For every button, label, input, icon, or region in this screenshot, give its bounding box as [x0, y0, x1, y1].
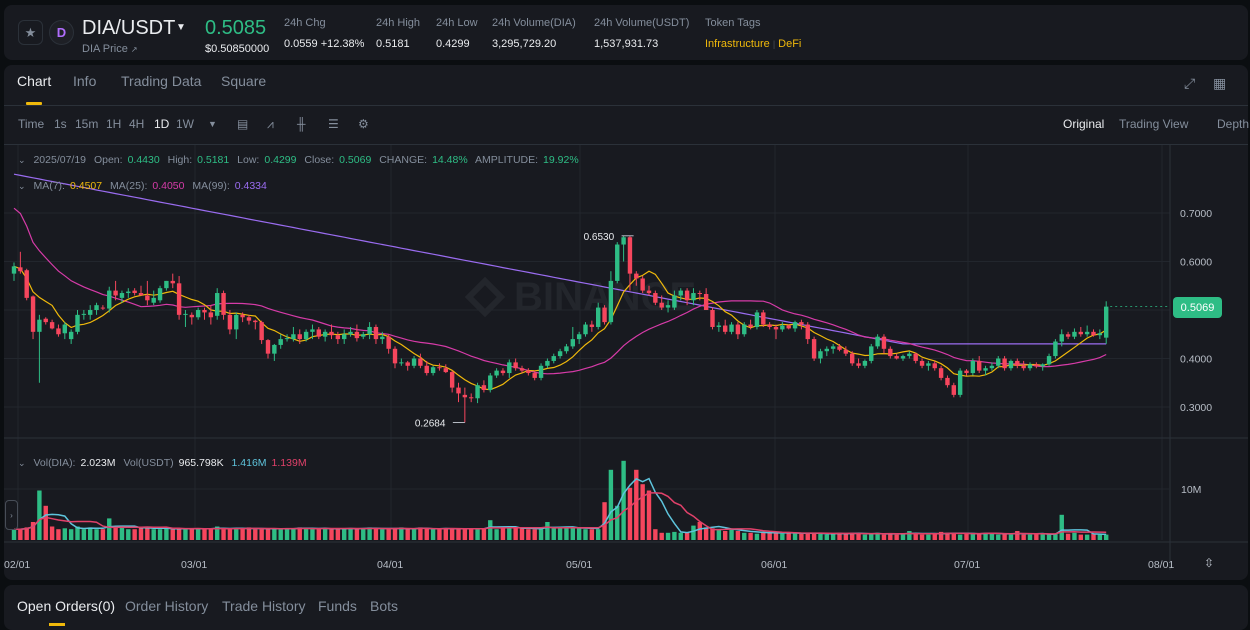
view-depth[interactable]: Depth [1217, 117, 1250, 131]
collapse-chevron-icon[interactable]: ⌄ [18, 155, 26, 165]
more-intervals-caret-icon[interactable]: ▼ [208, 119, 217, 129]
token-tags: Token Tags Infrastructure | DeFi [705, 17, 802, 50]
expand-panel-handle[interactable]: › [5, 500, 18, 530]
svg-text:03/01: 03/01 [181, 559, 207, 571]
svg-text:0.2684: 0.2684 [415, 419, 446, 430]
interval-15m[interactable]: 15m [75, 117, 99, 131]
svg-text:02/01: 02/01 [4, 559, 30, 571]
svg-text:0.6000: 0.6000 [1180, 257, 1212, 269]
last-price: 0.5085 [205, 17, 267, 39]
tag-defi[interactable]: DeFi [778, 38, 802, 50]
usd-price: $0.50850000 [205, 43, 270, 55]
active-tab-indicator [26, 102, 42, 105]
interval-4h[interactable]: 4H [129, 117, 145, 131]
svg-text:07/01: 07/01 [954, 559, 980, 571]
collapse-chevron-icon[interactable]: ⌄ [18, 458, 26, 468]
auto-scale-icon[interactable]: ⇳ [1204, 556, 1215, 570]
fullscreen-icon[interactable]: ⤢ [1184, 75, 1196, 91]
favorite-button[interactable]: ★ [18, 20, 43, 45]
tag-infrastructure[interactable]: Infrastructure [705, 38, 770, 50]
calendar-icon[interactable]: ▤ [237, 117, 249, 131]
settings-list-icon[interactable]: ☰ [328, 117, 339, 131]
svg-text:0.7000: 0.7000 [1180, 208, 1212, 220]
volume-legend: ⌄ Vol(DIA): 2.023M Vol(USDT) 965.798K 1.41… [18, 457, 307, 469]
stat-24h-low: 24h Low 0.4299 [436, 17, 478, 50]
ma-legend: ⌄ MA(7): 0.4507 MA(25): 0.4050 MA(99): 0.43… [18, 180, 267, 192]
candle-type-icon[interactable]: ╫ [297, 117, 306, 131]
active-tab-indicator [49, 623, 65, 626]
interval-1w[interactable]: 1W [176, 117, 194, 131]
tab-chart[interactable]: Chart [17, 73, 52, 89]
current-price-tag: 0.5069 [1173, 297, 1222, 318]
tab-trade-history[interactable]: Trade History [222, 598, 306, 614]
interval-1d[interactable]: 1D [154, 117, 170, 131]
collapse-chevron-icon[interactable]: ⌄ [18, 181, 26, 191]
interval-1s[interactable]: 1s [54, 117, 67, 131]
svg-text:0.6530: 0.6530 [584, 232, 615, 243]
svg-text:0.3000: 0.3000 [1180, 402, 1212, 414]
external-link-icon: ↗ [130, 45, 138, 54]
chart-tabs: Chart Info Trading Data Square ⤢ ▦ [4, 65, 1248, 106]
stat-24h-volume-usdt: 24h Volume(USDT) 1,537,931.73 [594, 17, 690, 50]
chevron-right-icon: › [10, 510, 13, 520]
coin-logo: D [49, 20, 74, 45]
view-original[interactable]: Original [1063, 117, 1105, 131]
caret-down-icon[interactable]: ▼ [176, 22, 186, 33]
svg-text:10M: 10M [1181, 484, 1201, 496]
layout-grid-icon[interactable]: ▦ [1213, 75, 1227, 91]
pair-symbol[interactable]: DIA/USDT [82, 17, 176, 39]
svg-text:08/01: 08/01 [1148, 559, 1174, 571]
orders-panel: Open Orders(0) Order History Trade Histo… [4, 585, 1248, 630]
ohlc-legend: ⌄ 2025/07/19 Open: 0.4430 High: 0.5181 Low… [18, 154, 579, 166]
gear-icon[interactable]: ⚙ [358, 117, 369, 131]
star-icon: ★ [24, 24, 37, 40]
toolbar-divider [4, 144, 1248, 145]
tab-funds[interactable]: Funds [318, 598, 357, 614]
tab-square[interactable]: Square [221, 73, 267, 89]
tab-trading-data[interactable]: Trading Data [121, 73, 202, 89]
tab-info[interactable]: Info [73, 73, 97, 89]
tab-bots[interactable]: Bots [370, 598, 399, 614]
stat-24h-high: 24h High 0.5181 [376, 17, 421, 50]
ticker-header: ★ D DIA/USDT ▼ DIA Price ↗ 0.5085 $0.508… [4, 5, 1248, 60]
svg-text:06/01: 06/01 [761, 559, 787, 571]
svg-text:05/01: 05/01 [566, 559, 592, 571]
tab-open-orders[interactable]: Open Orders(0) [17, 598, 116, 614]
stat-24h-volume-dia: 24h Volume(DIA) 3,295,729.20 [492, 17, 576, 50]
svg-text:04/01: 04/01 [377, 559, 403, 571]
interval-time[interactable]: Time [18, 117, 45, 131]
indicator-icon[interactable]: ⩘ [267, 117, 274, 131]
tab-order-history[interactable]: Order History [125, 598, 209, 614]
chart-panel: Chart Info Trading Data Square ⤢ ▦ Time … [4, 65, 1250, 580]
coin-price-link[interactable]: DIA Price ↗ [82, 43, 138, 55]
view-trading-view[interactable]: Trading View [1119, 117, 1189, 131]
svg-text:0.4000: 0.4000 [1180, 354, 1212, 366]
interval-1h[interactable]: 1H [106, 117, 122, 131]
stat-24h-change: 24h Chg 0.0559 +12.38% [284, 17, 365, 50]
chart-toolbar: Time 1s 15m 1H 4H 1D 1W ▼ ▤ ⩘ ╫ ☰ ⚙ Orig… [4, 117, 1250, 137]
